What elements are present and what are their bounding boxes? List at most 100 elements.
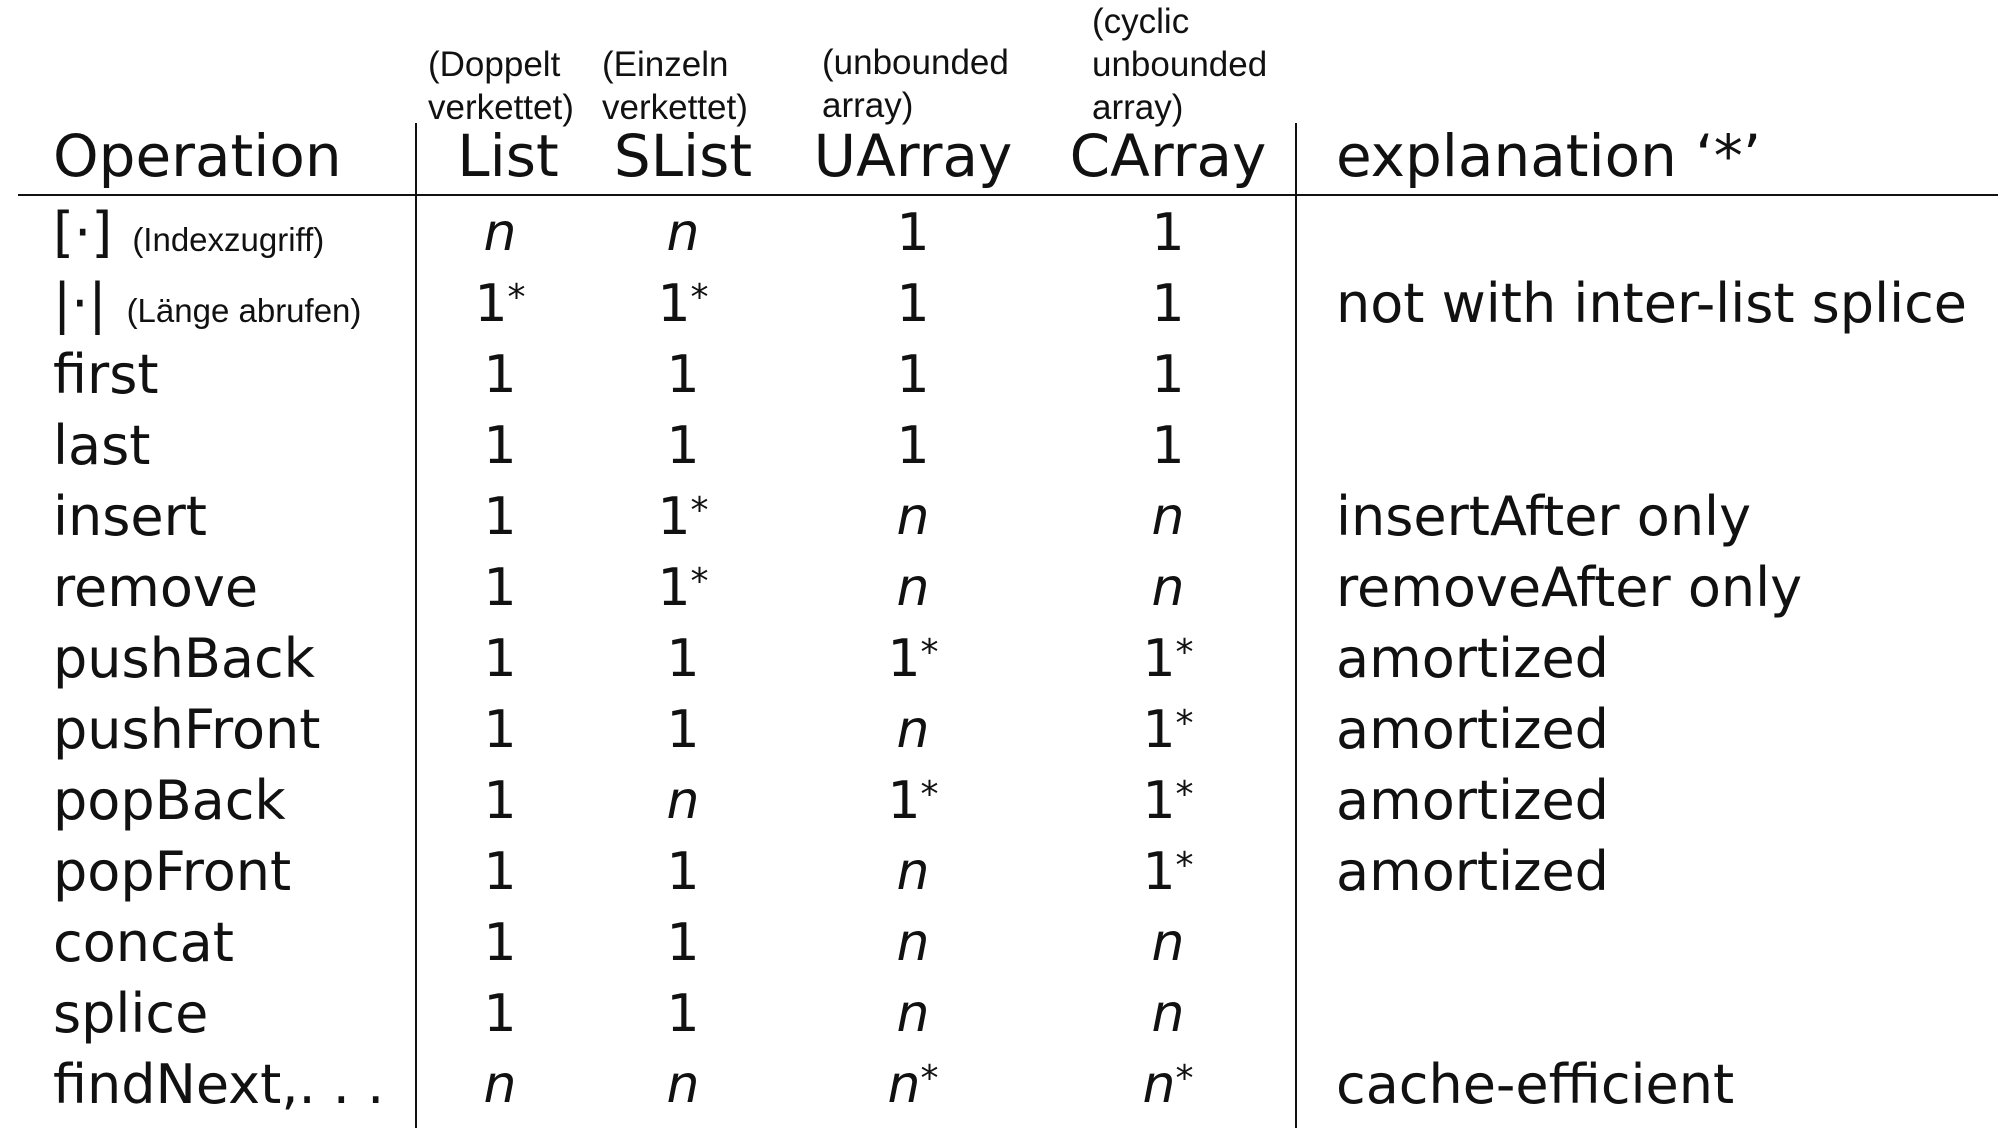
operation-label: splice	[53, 982, 209, 1045]
cell-list: 1	[483, 842, 517, 902]
cell-carray: 1*	[1142, 842, 1194, 902]
cell-carray: n*	[1142, 1055, 1194, 1115]
cell-carray: 1*	[1142, 629, 1194, 689]
row-explanation: cache-efficient	[1336, 1053, 1735, 1116]
header-carray: CArray	[1069, 122, 1267, 190]
cell-slist: 1*	[657, 274, 709, 334]
cell-list: 1	[483, 913, 517, 973]
list-note-line-1: (Doppelt	[428, 45, 561, 84]
operation-label: popFront	[53, 840, 292, 903]
cell-uarray: 1*	[887, 771, 939, 831]
cell-carray: 1*	[1142, 700, 1194, 760]
list-note: (Doppelt verkettet)	[428, 43, 574, 129]
cell-slist: 1	[666, 913, 700, 973]
cell-uarray: n	[896, 700, 930, 760]
uarray-note-line-1: (unbounded	[822, 43, 1009, 82]
cell-slist: 1	[666, 416, 700, 476]
cell-carray: 1	[1151, 345, 1185, 405]
operation-label: pushFront	[53, 698, 321, 761]
cell-uarray: n	[896, 558, 930, 618]
operation-label: [·]	[53, 201, 113, 264]
cell-slist: 1	[666, 842, 700, 902]
row-operation: findNext,. . .	[53, 1055, 384, 1115]
cell-list: 1	[483, 558, 517, 618]
uarray-note-line-2: array)	[822, 86, 914, 125]
operation-label: first	[53, 343, 159, 406]
cell-list: 1	[483, 487, 517, 547]
cell-list: n	[483, 1055, 517, 1115]
slist-note-line-1: (Einzeln	[602, 45, 729, 84]
cell-uarray: 1	[896, 203, 930, 263]
row-operation: pushFront	[53, 700, 320, 760]
row-operation: popBack	[53, 771, 286, 831]
cell-slist: 1	[666, 700, 700, 760]
operation-label: |·|	[53, 272, 107, 335]
row-explanation: amortized	[1336, 840, 1609, 903]
operation-label: popBack	[53, 769, 286, 832]
column-rule-right	[1295, 123, 1297, 1128]
column-rule-left	[415, 123, 417, 1128]
operation-label: insert	[53, 485, 207, 548]
carray-note-line-2: unbounded	[1092, 45, 1268, 84]
carray-note-line-3: array)	[1092, 88, 1184, 127]
cell-uarray: n*	[887, 1055, 939, 1115]
cell-slist: 1*	[657, 558, 709, 618]
cell-uarray: n	[896, 984, 930, 1044]
row-operation: splice	[53, 984, 208, 1044]
uarray-note: (unbounded array)	[822, 41, 1009, 127]
cell-slist: 1	[666, 345, 700, 405]
slist-note-line-2: verkettet)	[602, 88, 748, 127]
cell-uarray: 1	[896, 416, 930, 476]
cell-slist: 1	[666, 984, 700, 1044]
cell-uarray: n	[896, 913, 930, 973]
cell-uarray: n	[896, 487, 930, 547]
slist-note: (Einzeln verkettet)	[602, 43, 748, 129]
header-list: List	[457, 122, 559, 190]
header-explanation: explanation ‘*’	[1336, 122, 1762, 190]
row-explanation: amortized	[1336, 769, 1609, 832]
cell-slist: n	[666, 203, 700, 263]
cell-slist: n	[666, 1055, 700, 1115]
carray-note: (cyclic unbounded array)	[1092, 0, 1267, 129]
operation-label: remove	[53, 556, 259, 619]
header-operation: Operation	[53, 122, 342, 190]
cell-list: 1	[483, 416, 517, 476]
header-rule	[18, 194, 1998, 196]
cell-carray: n	[1151, 558, 1185, 618]
carray-note-line-1: (cyclic	[1092, 2, 1190, 41]
cell-uarray: 1	[896, 345, 930, 405]
row-explanation: amortized	[1336, 698, 1609, 761]
cell-list: 1	[483, 700, 517, 760]
row-operation: first	[53, 345, 159, 405]
cell-carray: n	[1151, 984, 1185, 1044]
operation-label: concat	[53, 911, 234, 974]
row-explanation: not with inter-list splice	[1336, 272, 1967, 335]
operation-label: pushBack	[53, 627, 315, 690]
header-slist: SList	[613, 122, 753, 190]
operation-note: (Länge abrufen)	[126, 292, 362, 329]
row-operation: concat	[53, 913, 234, 973]
operation-label: last	[53, 414, 151, 477]
cell-slist: n	[666, 771, 700, 831]
row-operation: popFront	[53, 842, 291, 902]
cell-carray: 1*	[1142, 771, 1194, 831]
row-operation: pushBack	[53, 629, 315, 689]
row-operation: |·| (Länge abrufen)	[53, 274, 361, 341]
operation-label: findNext,. . .	[53, 1053, 385, 1116]
cell-uarray: 1*	[887, 629, 939, 689]
cell-list: 1	[483, 984, 517, 1044]
row-operation: [·] (Indexzugriff)	[53, 203, 324, 270]
cell-uarray: 1	[896, 274, 930, 334]
cell-uarray: n	[896, 842, 930, 902]
cell-carray: n	[1151, 913, 1185, 973]
row-explanation: insertAfter only	[1336, 485, 1752, 548]
cell-carray: 1	[1151, 416, 1185, 476]
header-uarray: UArray	[813, 122, 1013, 190]
cell-list: 1*	[474, 274, 526, 334]
row-operation: last	[53, 416, 150, 476]
cell-list: 1	[483, 771, 517, 831]
operation-note: (Indexzugriff)	[132, 221, 325, 258]
cell-list: 1	[483, 345, 517, 405]
cell-carray: n	[1151, 487, 1185, 547]
row-operation: insert	[53, 487, 207, 547]
